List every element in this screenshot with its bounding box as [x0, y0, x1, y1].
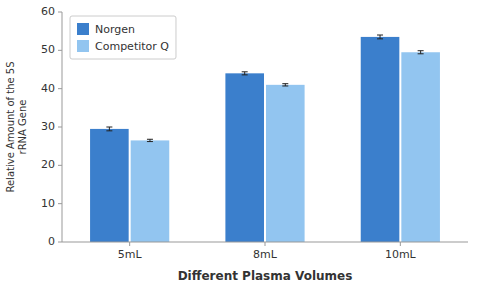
y-tick-label: 0: [48, 235, 55, 248]
y-tick: [58, 88, 62, 89]
x-tick: [265, 242, 266, 246]
y-axis-label-line: Relative Amount of the 5S: [5, 61, 16, 192]
legend: Norgen Competitor Q: [70, 16, 176, 59]
legend-label: Norgen: [95, 23, 135, 36]
bar-series: [131, 52, 440, 242]
x-axis-label: Different Plasma Volumes: [178, 269, 353, 283]
y-tick-label: 10: [41, 197, 55, 210]
bar: [131, 140, 170, 242]
error-bars: [147, 51, 424, 142]
x-tick-label: 10mL: [385, 248, 417, 261]
error-bar: [242, 72, 248, 75]
y-tick: [58, 165, 62, 166]
error-bar: [377, 35, 383, 39]
y-tick-label: 40: [41, 82, 55, 95]
y-tick: [58, 50, 62, 51]
x-tick: [129, 242, 130, 246]
bar: [266, 85, 305, 242]
y-tick-label: 50: [41, 43, 55, 56]
data-marks: [90, 35, 440, 242]
x-tick: [400, 242, 401, 246]
bar: [401, 52, 440, 242]
error-bar: [147, 139, 153, 141]
y-tick-label: 30: [41, 120, 55, 133]
y-tick: [58, 12, 62, 13]
error-bar: [106, 127, 112, 131]
error-bar: [418, 51, 424, 54]
y-axis-label-line: rRNA Gene: [17, 100, 28, 155]
legend-label: Competitor Q: [95, 40, 169, 53]
chart-svg: 0 10 20 30 40 50 60 5mL 8mL 10mL Different Plasma …: [0, 0, 480, 288]
y-tick: [58, 127, 62, 128]
bar: [225, 73, 264, 242]
y-axis-label: Relative Amount of the 5SrRNA Gene: [5, 61, 28, 192]
x-tick-label: 8mL: [253, 248, 278, 261]
y-tick-label: 20: [41, 158, 55, 171]
chart-container: 0 10 20 30 40 50 60 5mL 8mL 10mL Different Plasma …: [0, 0, 480, 288]
axes: 0 10 20 30 40 50 60 5mL 8mL 10mL: [41, 5, 468, 261]
error-bar: [282, 84, 288, 86]
legend-swatch: [77, 23, 89, 35]
y-tick: [58, 242, 62, 243]
legend-swatch: [77, 40, 89, 52]
bar: [361, 37, 400, 242]
x-tick-label: 5mL: [118, 248, 143, 261]
bar-series: [90, 37, 399, 242]
y-tick: [58, 203, 62, 204]
y-tick-label: 60: [41, 5, 55, 18]
bar: [90, 129, 129, 242]
legend-box: [70, 16, 176, 59]
